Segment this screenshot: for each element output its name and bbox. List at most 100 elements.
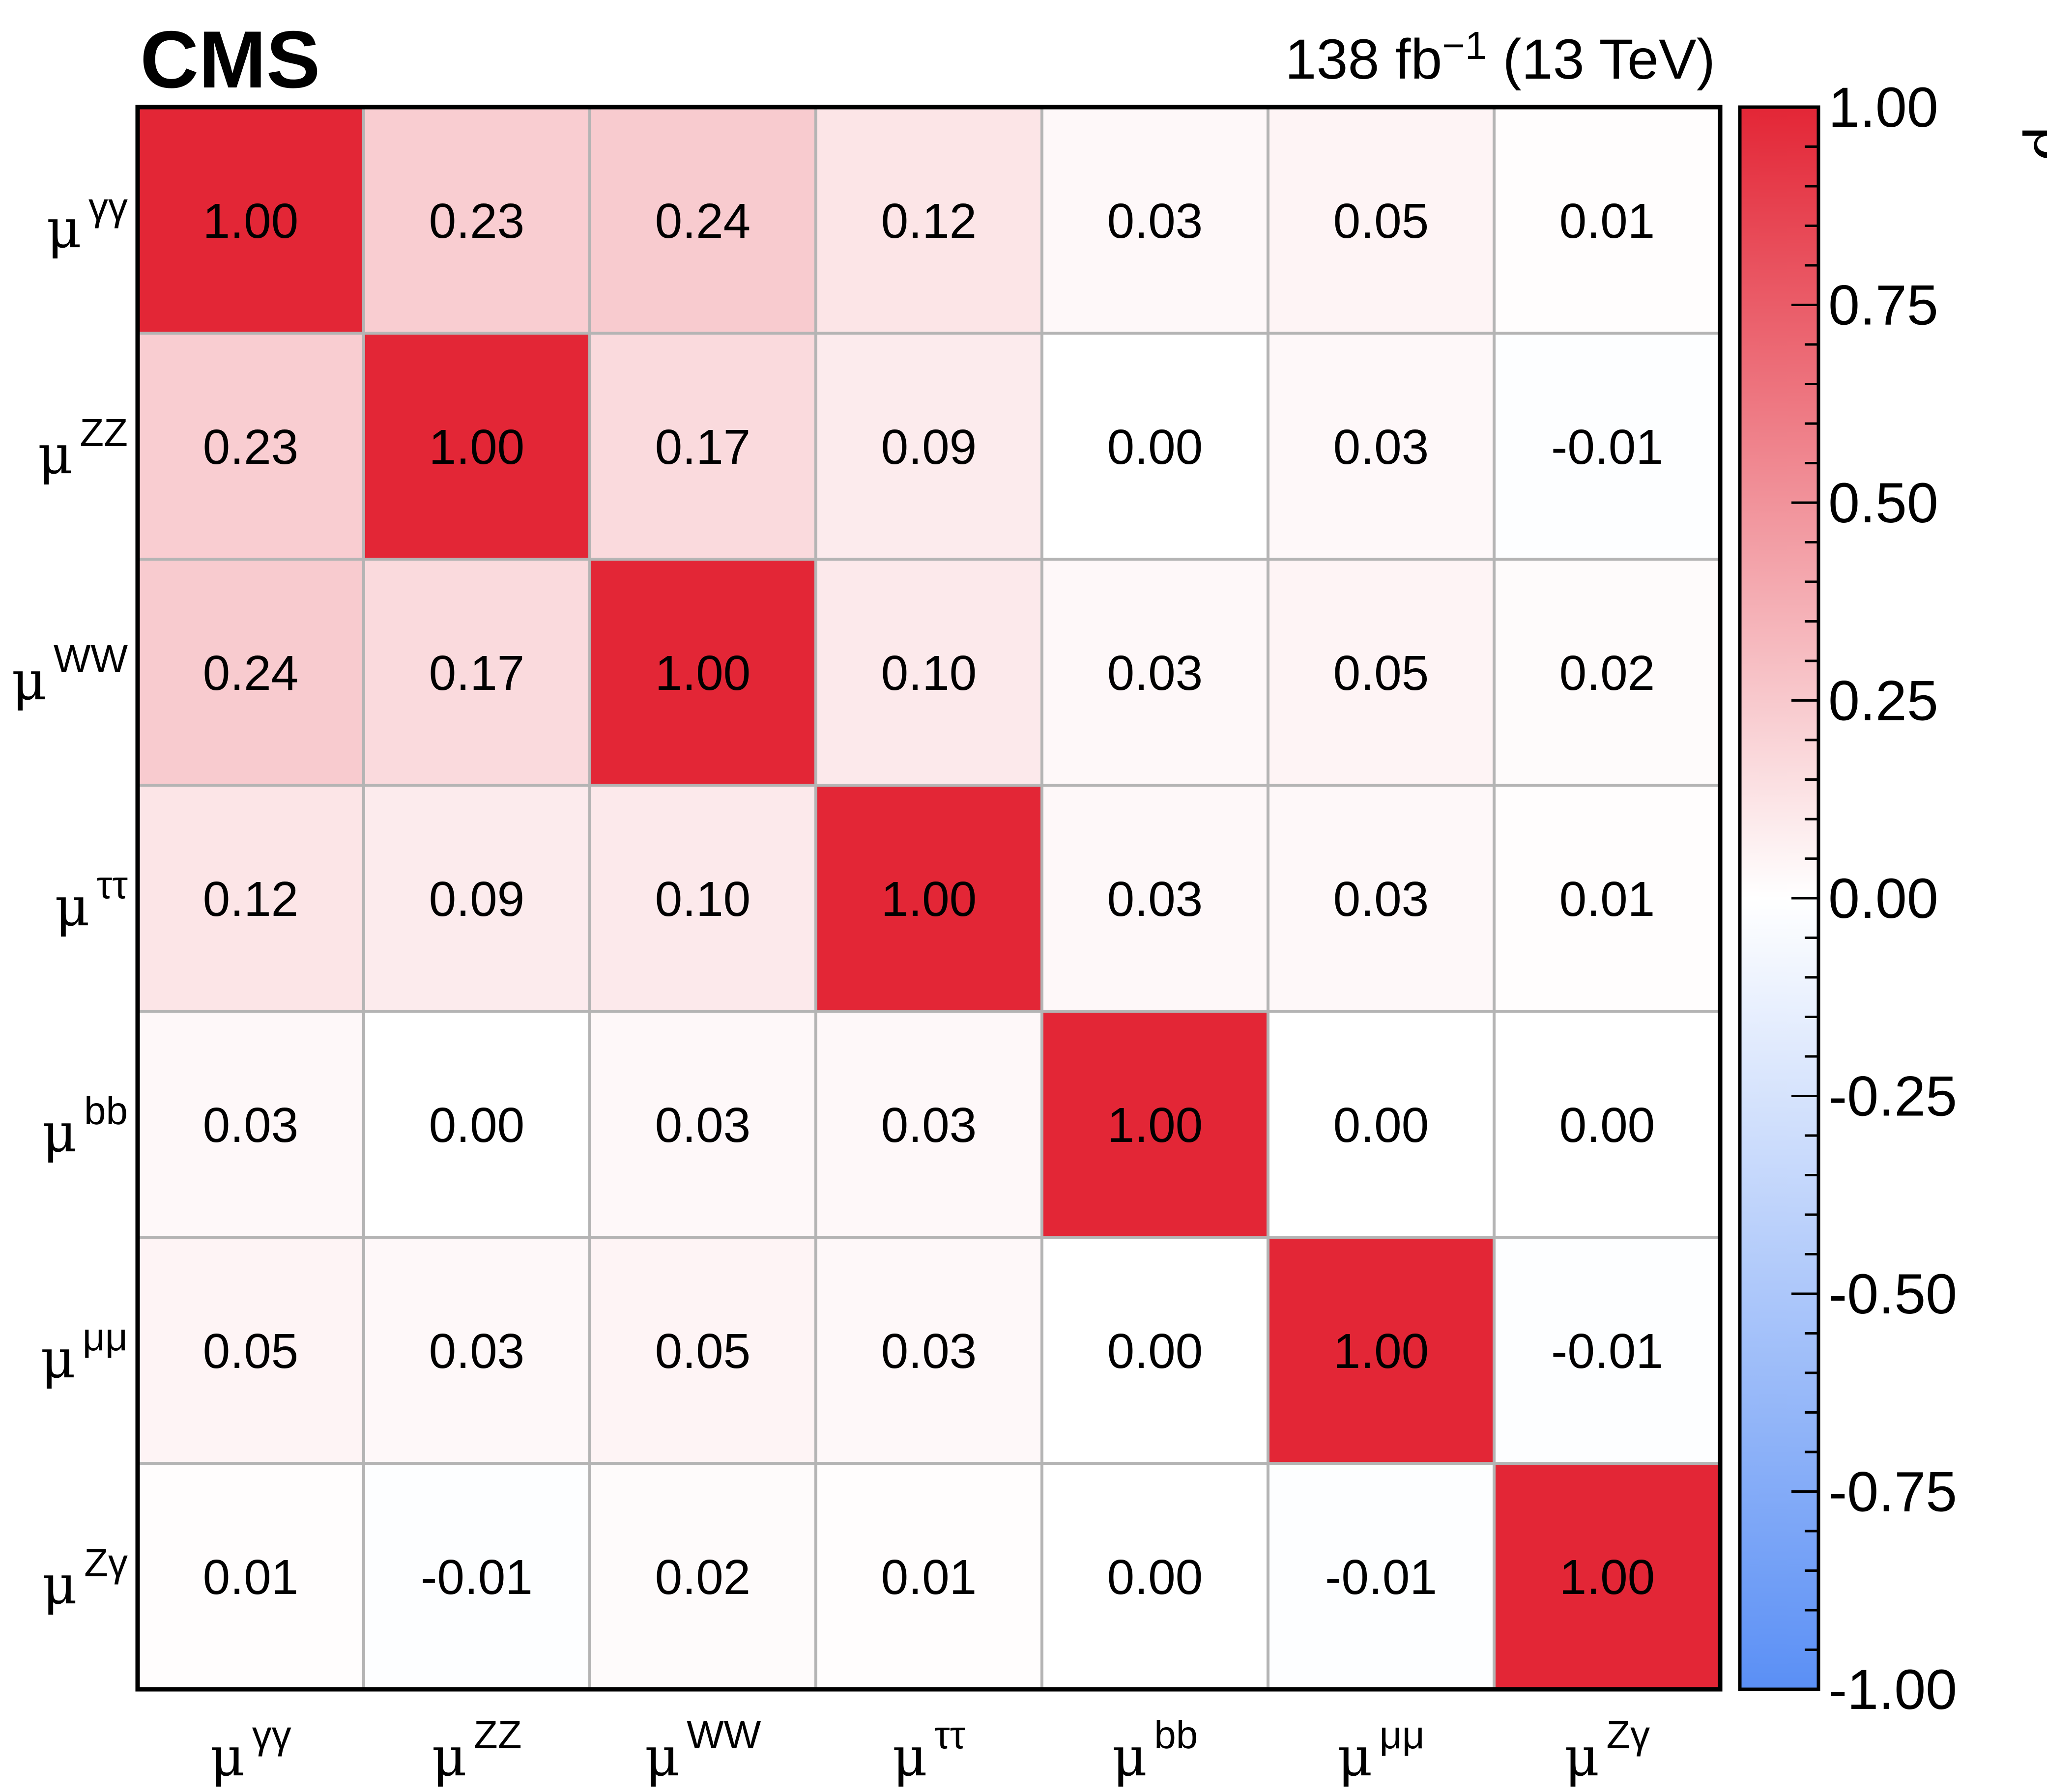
x-tick-label: μ ττ — [893, 1713, 966, 1788]
experiment-label: CMS — [140, 14, 320, 105]
colorbar: 1.00 0.75 0.50 0.25 0.00 -0.25 -0.50 -0.75 -1.00 — [1738, 76, 1957, 1721]
luminosity-exponent: −1 — [1442, 24, 1487, 67]
colorbar-tick-label: 1.00 — [1828, 76, 1938, 139]
heatmap-cell — [1040, 558, 1269, 787]
heatmap-value-labels: 1.00 0.23 0.24 0.12 0.03 0.05 0.01 0.23 1.00 0.17… — [203, 194, 1663, 1605]
heatmap-cell — [814, 784, 1043, 1013]
cell-value-label: 1.00 — [1107, 1098, 1203, 1153]
y-tick-label: μ μμ — [40, 1315, 128, 1390]
cell-value-label: 0.03 — [881, 1324, 977, 1379]
heatmap-cell — [814, 106, 1043, 335]
luminosity-suffix: (13 TeV) — [1487, 28, 1716, 91]
cell-value-label: 0.03 — [1107, 646, 1203, 701]
heatmap-cell — [1040, 1462, 1269, 1691]
cell-value-label: 0.05 — [1333, 194, 1429, 249]
heatmap-cell — [588, 558, 817, 787]
cell-value-label: 0.12 — [203, 872, 299, 927]
heatmap-cell — [1493, 332, 1722, 561]
cell-value-label: 0.02 — [1559, 646, 1655, 701]
colorbar-tick-label: -1.00 — [1828, 1658, 1957, 1721]
heatmap-cell — [362, 784, 591, 1013]
heatmap-cell — [588, 1236, 817, 1465]
cell-value-label: 0.03 — [203, 1098, 299, 1153]
cell-value-label: -0.01 — [1325, 1550, 1437, 1605]
cell-value-label: 0.09 — [881, 420, 977, 475]
y-tick-label: μ Zγ — [42, 1541, 128, 1616]
cell-value-label: 0.03 — [1333, 872, 1429, 927]
heatmap-cell — [362, 1236, 591, 1465]
heatmap-cell — [588, 1462, 817, 1691]
cell-value-label: 1.00 — [881, 872, 977, 927]
cell-value-label: 0.03 — [1107, 872, 1203, 927]
cell-value-label: 0.01 — [1559, 194, 1655, 249]
cell-value-label: 0.24 — [655, 194, 751, 249]
heatmap-cell — [1267, 1462, 1496, 1691]
heatmap-cell — [1267, 106, 1496, 335]
colorbar-tick-label: 0.50 — [1828, 472, 1938, 535]
luminosity-label: 138 fb−1 (13 TeV) — [1285, 24, 1715, 91]
heatmap-cell — [362, 106, 591, 335]
cell-value-label: -0.01 — [1551, 1324, 1663, 1379]
colorbar-tick-label: 0.00 — [1828, 867, 1938, 930]
heatmap-cell — [1267, 558, 1496, 787]
cell-value-label: 0.05 — [203, 1324, 299, 1379]
cell-value-label: 1.00 — [1559, 1550, 1655, 1605]
cell-value-label: 0.10 — [655, 872, 751, 927]
heatmap-cell — [1493, 1010, 1722, 1239]
cell-value-label: 0.24 — [203, 646, 299, 701]
colorbar-tick-label: -0.25 — [1828, 1065, 1957, 1128]
colorbar-tick-label: -0.75 — [1828, 1461, 1957, 1524]
x-tick-label: μ WW — [645, 1713, 761, 1788]
x-tick-label: μ μμ — [1337, 1713, 1425, 1788]
cell-value-label: 0.03 — [429, 1324, 525, 1379]
y-tick-label: μ ZZ — [38, 411, 128, 486]
cell-value-label: 0.01 — [1559, 872, 1655, 927]
cell-value-label: 1.00 — [203, 194, 299, 249]
cell-value-label: 0.10 — [881, 646, 977, 701]
cell-value-label: 0.09 — [429, 872, 525, 927]
colorbar-tick-label: 0.25 — [1828, 670, 1938, 733]
heatmap-cell — [136, 1462, 365, 1691]
cell-value-label: 0.00 — [1333, 1098, 1429, 1153]
x-axis-labels: μ γγ μ ZZ μ WW μ ττ μ bb μ μμ μ Zγ — [210, 1713, 1650, 1788]
y-tick-label: μ bb — [42, 1089, 128, 1164]
heatmap-cells — [135, 105, 1723, 1692]
cell-value-label: 0.03 — [881, 1098, 977, 1153]
cell-value-label: 0.03 — [1333, 420, 1429, 475]
heatmap-cell — [814, 1236, 1043, 1465]
cell-value-label: 0.05 — [1333, 646, 1429, 701]
heatmap-cell — [1493, 1236, 1722, 1465]
cell-value-label: 0.00 — [429, 1098, 525, 1153]
cell-value-label: 0.05 — [655, 1324, 751, 1379]
colorbar-tick-label: -0.50 — [1828, 1263, 1957, 1326]
heatmap-cell — [1493, 1462, 1722, 1691]
colorbar-label: ρ — [2020, 127, 2047, 162]
heatmap-cell — [136, 784, 365, 1013]
cell-value-label: 1.00 — [429, 420, 525, 475]
heatmap-cell — [1267, 784, 1496, 1013]
heatmap-cell — [1040, 1236, 1269, 1465]
heatmap-cell — [136, 1236, 365, 1465]
y-axis-labels: μ γγ μ ZZ μ WW μ ττ μ bb μ μμ μ Zγ — [11, 185, 128, 1616]
cell-value-label: 0.17 — [429, 646, 525, 701]
heatmap-cell — [1040, 106, 1269, 335]
x-tick-label: μ Zγ — [1564, 1713, 1650, 1788]
cell-value-label: 0.03 — [655, 1098, 751, 1153]
cell-value-label: 0.02 — [655, 1550, 751, 1605]
heatmap-cell — [814, 1462, 1043, 1691]
heatmap-cell — [1493, 784, 1722, 1013]
heatmap-cell — [136, 106, 365, 335]
cell-value-label: 1.00 — [1333, 1324, 1429, 1379]
colorbar-tick-label: 0.75 — [1828, 274, 1938, 337]
y-tick-label: μ ττ — [55, 863, 128, 938]
heatmap-cell — [1267, 332, 1496, 561]
y-tick-label: μ WW — [11, 637, 128, 712]
heatmap-cell — [136, 1010, 365, 1239]
cell-value-label: 0.00 — [1107, 1324, 1203, 1379]
x-tick-label: μ ZZ — [432, 1713, 521, 1788]
cell-value-label: 0.23 — [429, 194, 525, 249]
heatmap-cell — [588, 1010, 817, 1239]
cell-value-label: 0.03 — [1107, 194, 1203, 249]
cell-value-label: -0.01 — [1551, 420, 1663, 475]
